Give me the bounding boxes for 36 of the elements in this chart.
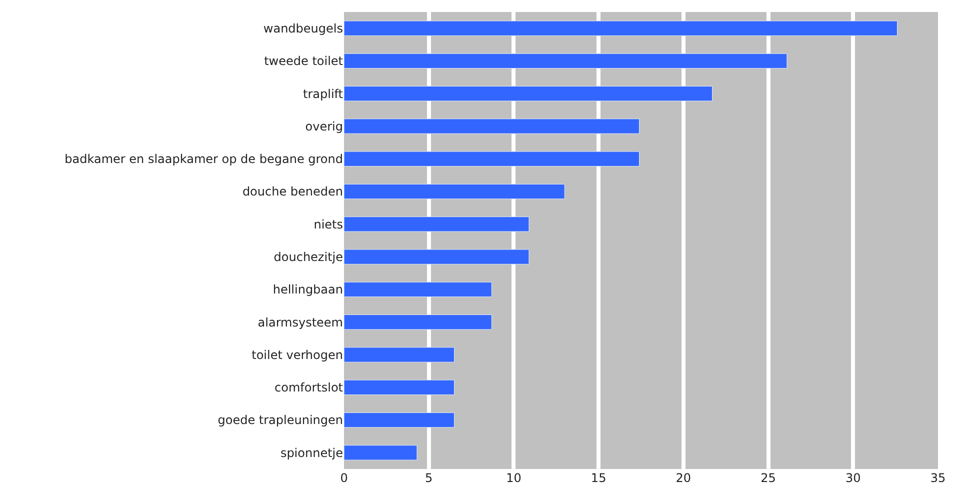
x-tick-label: 10 [506, 471, 522, 485]
bar [344, 53, 788, 69]
y-tick-label: goede trapleuningen [218, 413, 343, 428]
bar [344, 184, 565, 200]
bar [344, 151, 640, 166]
bar [344, 380, 455, 395]
y-tick-label: overig [305, 119, 343, 134]
y-tick-label: traplift [303, 86, 344, 101]
y-tick-label: douchezitje [274, 250, 343, 264]
y-tick-label: alarmsysteem [258, 315, 343, 330]
x-tick-label: 30 [846, 471, 861, 485]
x-tick-label: 15 [590, 471, 606, 485]
x-tick-label: 35 [930, 471, 946, 485]
bar [344, 282, 492, 298]
bar [344, 86, 713, 102]
y-tick-label: badkamer en slaapkamer op de begane grond [64, 152, 343, 166]
bar [344, 347, 455, 362]
x-tick-label: 20 [676, 471, 692, 485]
bar [344, 314, 492, 330]
bar [344, 20, 898, 36]
y-tick-label: douche beneden [242, 184, 343, 199]
x-tick-label: 25 [760, 471, 776, 485]
bar [344, 445, 418, 460]
y-tick-label: comfortslot [274, 380, 344, 395]
y-tick-label: tweede toilet [264, 54, 344, 68]
y-tick-label: toilet verhogen [252, 348, 343, 362]
y-tick-label: spionnetje [280, 446, 343, 460]
bar [344, 412, 455, 428]
bar [344, 249, 530, 264]
bar [344, 118, 640, 134]
y-tick-label: hellingbaan [272, 282, 343, 297]
y-tick-label: niets [314, 217, 343, 232]
y-tick-label: wandbeugels [263, 22, 343, 36]
bar [344, 216, 530, 232]
x-tick-label: 0 [340, 471, 348, 485]
x-tick-label: 5 [425, 471, 433, 485]
